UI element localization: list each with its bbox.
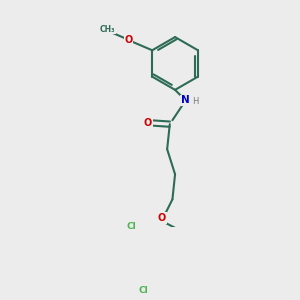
Text: O: O [124,35,133,45]
Text: O: O [158,213,166,223]
Text: CH₃: CH₃ [100,25,115,34]
Text: N: N [181,95,190,105]
Text: Cl: Cl [127,222,136,231]
Text: H: H [193,97,199,106]
Text: O: O [144,118,152,128]
Text: Cl: Cl [139,286,148,295]
